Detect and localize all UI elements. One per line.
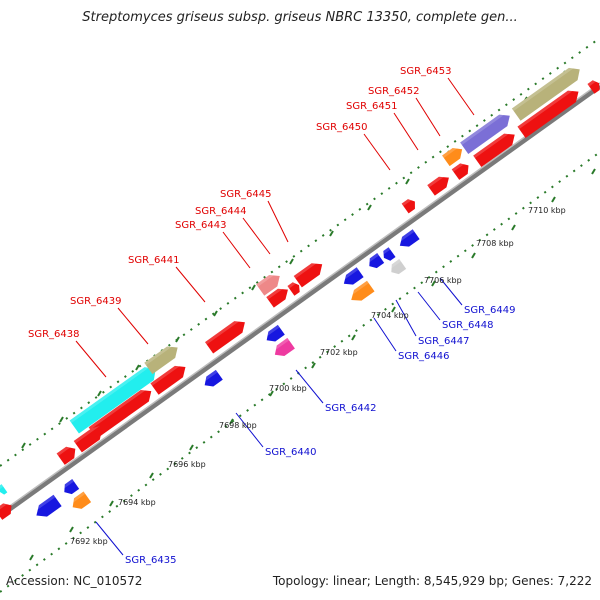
gene-red-10[interactable] [0,500,15,520]
gene-sgr-6440[interactable] [201,369,223,390]
gene-red-2[interactable] [73,424,107,453]
gene-sgr-6441[interactable] [205,317,249,354]
gene-sgr-6439b[interactable] [150,361,189,395]
gene-sgr-6453[interactable] [511,63,584,121]
scale-tick-label: 7708 kbp [476,239,514,248]
gene-labels[interactable]: SGR_6438 SGR_6439 SGR_6441 SGR_6443 SGR_6444… [28,66,516,566]
genome-backbone [0,82,600,519]
gene-features[interactable] [0,63,600,521]
scale-tick-label: 7702 kbp [320,348,358,357]
gene-blue-2[interactable] [61,479,80,497]
gene-label-bottom[interactable]: SGR_6442 [325,403,377,414]
gene-blue-3[interactable] [263,324,285,345]
gene-label-top[interactable]: SGR_6443 [175,220,227,231]
accession-label: Accession: NC_010572 [6,574,143,588]
gene-sgr-6451[interactable] [442,144,466,167]
gene-sgr-6444[interactable] [266,284,291,308]
gene-red-9[interactable] [587,78,600,94]
gene-blue-4[interactable] [380,247,396,263]
scale-tick-label: 7694 kbp [118,498,156,507]
gene-red-1[interactable] [88,385,156,439]
scale-tick-label: 7692 kbp [70,537,108,546]
gene-blue-1[interactable] [32,494,62,521]
gene-sgr-6452[interactable] [460,110,514,154]
gene-label-top[interactable]: SGR_6453 [400,66,452,77]
gene-sgr-6446[interactable] [340,267,364,288]
gene-label-top[interactable]: SGR_6452 [368,86,420,97]
scale-tick-label: 7698 kbp [219,421,257,430]
gene-label-top[interactable]: SGR_6450 [316,122,368,133]
gene-cyan-edge[interactable] [0,484,8,496]
gene-label-top[interactable]: SGR_6438 [28,329,80,340]
scale-tick-label: 7700 kbp [269,384,307,393]
chart-title: Streptomyces griseus subsp. griseus NBRC… [82,10,518,25]
label-leaders [75,77,475,556]
gene-label-bottom[interactable]: SGR_6449 [464,305,516,316]
gene-label-top[interactable]: SGR_6445 [220,189,272,200]
gene-sgr-6435[interactable] [69,491,92,512]
gene-red-3[interactable] [56,443,80,465]
gene-label-bottom[interactable]: SGR_6447 [418,336,470,347]
gene-label-top[interactable]: SGR_6451 [346,101,398,112]
gene-sgr-6450[interactable] [401,197,419,214]
gene-sgr-6443[interactable] [256,270,284,296]
gene-sgr-6442[interactable] [271,337,295,360]
gene-red-8[interactable] [517,86,582,139]
scale-ticks: 7692 kbp 7694 kbp 7696 kbp 7698 kbp 7700 kbp… [70,206,566,546]
gene-sgr-6447[interactable] [366,253,385,271]
gene-red-5[interactable] [427,172,452,196]
gene-sgr-6448[interactable] [388,259,407,277]
gene-label-bottom[interactable]: SGR_6435 [125,555,177,566]
gene-label-bottom[interactable]: SGR_6448 [442,320,494,331]
gene-sgr-6438[interactable] [69,362,161,434]
scale-tick-label: 7706 kbp [424,276,462,285]
gene-sgr-6449[interactable] [396,229,420,250]
gene-label-top[interactable]: SGR_6439 [70,296,122,307]
scale-tick-label: 7696 kbp [168,460,206,469]
scale-tick-label: 7710 kbp [528,206,566,215]
gene-red-4[interactable] [287,280,302,296]
scale-tick-label: 7704 kbp [371,311,409,320]
gene-label-top[interactable]: SGR_6444 [195,206,247,217]
gene-label-bottom[interactable]: SGR_6446 [398,351,450,362]
gene-sgr-6445[interactable] [293,259,327,288]
gene-sgr-6439[interactable] [144,342,181,375]
gene-label-top[interactable]: SGR_6441 [128,255,180,266]
gene-red-6[interactable] [451,160,473,180]
gene-red-7[interactable] [473,129,519,168]
gene-label-bottom[interactable]: SGR_6440 [265,447,317,458]
gene-sgr-6446b[interactable] [347,280,375,306]
genome-summary: Topology: linear; Length: 8,545,929 bp; … [272,574,592,588]
